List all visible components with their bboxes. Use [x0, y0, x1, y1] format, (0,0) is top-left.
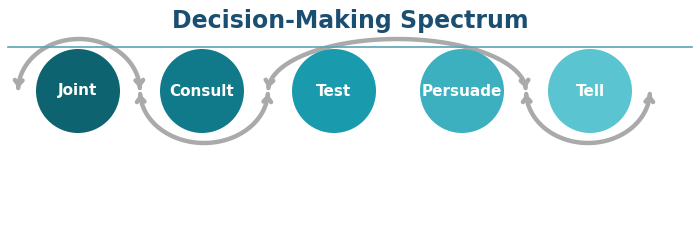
Text: Decision-Making Spectrum: Decision-Making Spectrum — [172, 9, 528, 33]
Text: Consult: Consult — [169, 84, 235, 98]
Ellipse shape — [36, 49, 120, 133]
Text: Persuade: Persuade — [422, 84, 502, 98]
Text: Tell: Tell — [575, 84, 605, 98]
Ellipse shape — [160, 49, 244, 133]
Ellipse shape — [548, 49, 632, 133]
Ellipse shape — [292, 49, 376, 133]
Text: Joint: Joint — [58, 84, 98, 98]
Text: Test: Test — [316, 84, 351, 98]
Ellipse shape — [420, 49, 504, 133]
